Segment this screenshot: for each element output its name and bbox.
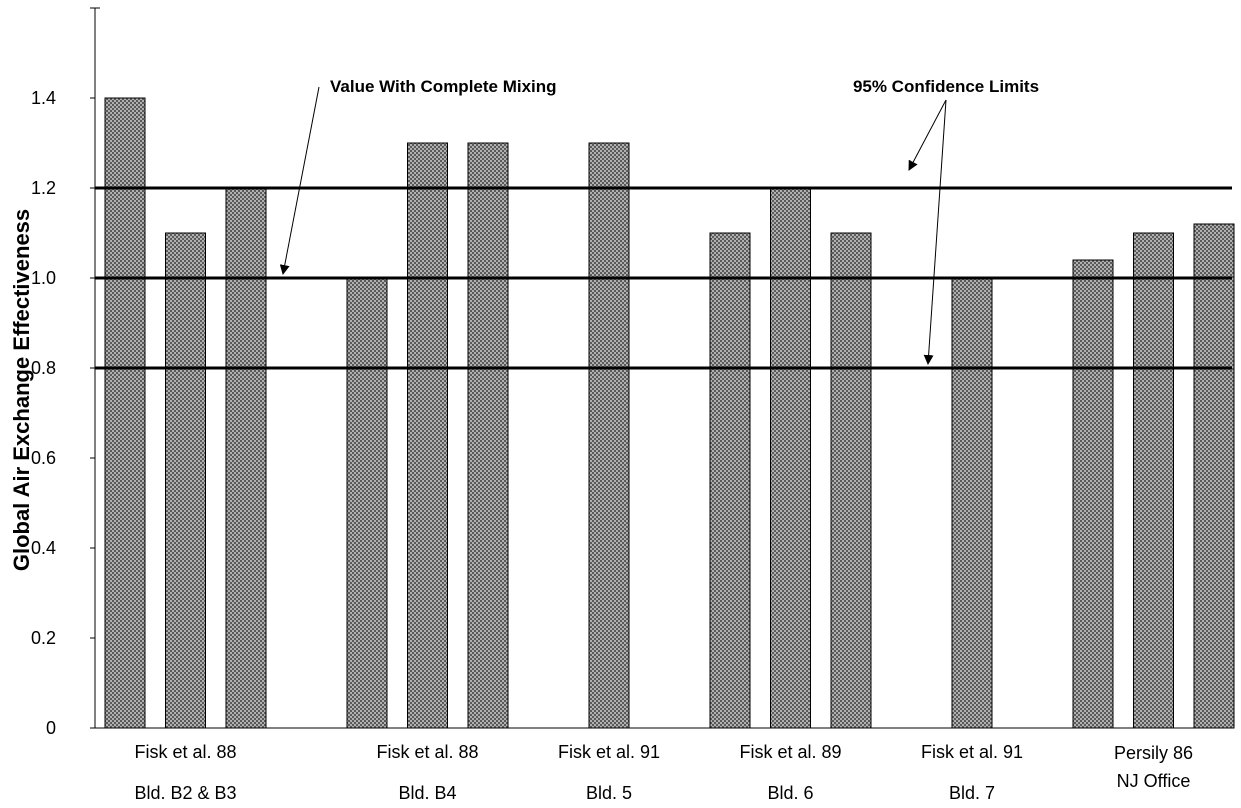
bar — [1133, 232, 1174, 729]
x-tick-label: Persily 86 — [1114, 743, 1193, 763]
bar — [1072, 259, 1114, 729]
y-tick-label: 1.2 — [31, 178, 56, 198]
bar — [1193, 223, 1235, 729]
annotation-confidence-limits: 95% Confidence Limits — [853, 77, 1039, 96]
bar — [225, 187, 267, 729]
x-tick-label: Fisk et al. 88 — [134, 742, 236, 762]
bars-layer — [104, 97, 1235, 729]
bar — [467, 142, 509, 729]
bar — [407, 142, 448, 729]
x-tick-label: Bld. 6 — [767, 783, 813, 803]
x-tick-label: Bld. 7 — [949, 783, 995, 803]
bar — [830, 232, 872, 729]
y-tick-label: 1.0 — [31, 268, 56, 288]
bar — [346, 277, 388, 729]
y-tick-label: 0.8 — [31, 358, 56, 378]
bar — [104, 97, 146, 729]
x-tick-label: Bld. B2 & B3 — [134, 783, 236, 803]
annotation-complete-mixing: Value With Complete Mixing — [330, 77, 557, 96]
annotation-arrow — [908, 99, 947, 171]
x-tick-label: Fisk et al. 88 — [376, 742, 478, 762]
x-tick-label: Fisk et al. 91 — [558, 742, 660, 762]
bar — [770, 187, 811, 729]
annotation-arrow — [923, 99, 947, 365]
bar — [588, 142, 630, 729]
y-tick-label: 0.2 — [31, 628, 56, 648]
x-tick-label: Fisk et al. 91 — [921, 742, 1023, 762]
x-tick-label: Bld. B4 — [398, 783, 456, 803]
labels-layer: Fisk et al. 88 Bld. B2 & B3 Fisk et al. 88… — [9, 88, 1193, 803]
annotations-layer: Value With Complete Mixing 95% Confidence… — [279, 77, 1039, 365]
bar — [709, 232, 751, 729]
x-tick-label: NJ Office — [1117, 771, 1191, 791]
x-tick-label: Bld. 5 — [586, 783, 632, 803]
bar — [165, 232, 206, 729]
x-tick-label: Fisk et al. 89 — [739, 742, 841, 762]
y-tick-label: 0.4 — [31, 538, 56, 558]
reference-lines-layer — [95, 186, 1232, 370]
y-tick-label: 0.6 — [31, 448, 56, 468]
y-tick-label: 1.4 — [31, 88, 56, 108]
y-tick-label: 0 — [46, 718, 56, 738]
y-axis-title: Global Air Exchange Effectiveness — [9, 209, 34, 571]
axis-layer — [90, 7, 1232, 729]
bar — [951, 277, 993, 729]
annotation-arrow — [279, 86, 320, 275]
